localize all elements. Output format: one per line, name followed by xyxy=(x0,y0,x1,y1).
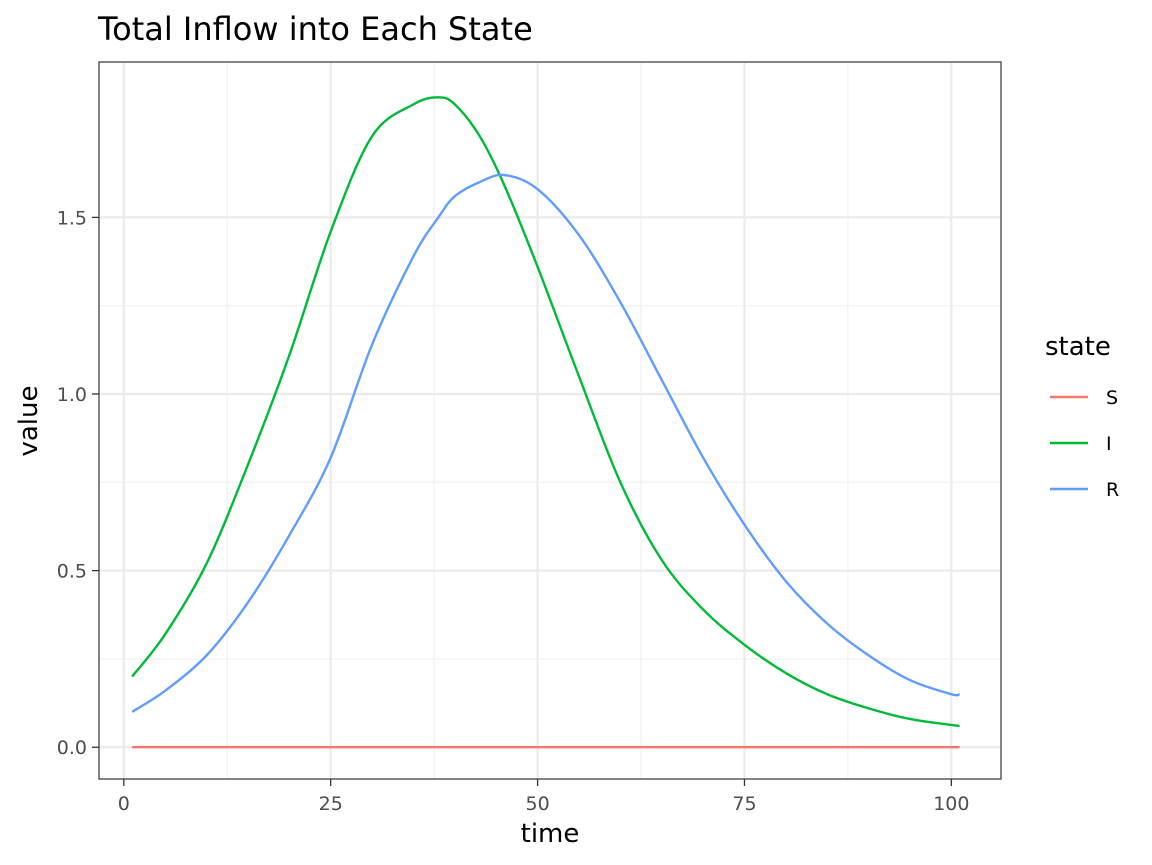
legend-label-I: I xyxy=(1106,433,1112,455)
x-tick-label: 0 xyxy=(118,793,130,815)
grid-minor xyxy=(99,62,1001,779)
x-axis: 0 25 50 75 100 xyxy=(118,779,969,815)
x-tick-label: 75 xyxy=(732,793,756,815)
chart-title: Total Inflow into Each State xyxy=(97,10,533,48)
y-tick-label: 0.5 xyxy=(57,561,87,583)
y-axis-title: value xyxy=(14,385,44,456)
x-tick-label: 25 xyxy=(319,793,343,815)
series-line-R xyxy=(131,173,960,713)
x-axis-title: time xyxy=(521,819,580,849)
y-tick-label: 1.0 xyxy=(57,384,87,406)
plot-panel xyxy=(99,62,1001,779)
series-group xyxy=(131,96,960,749)
legend-title: state xyxy=(1045,332,1111,362)
legend: state S I R xyxy=(1045,332,1119,501)
x-tick-label: 100 xyxy=(933,793,969,815)
y-axis: 0.0 0.5 1.0 1.5 xyxy=(57,207,99,759)
panel-border xyxy=(98,61,1002,780)
series-line-I xyxy=(131,96,960,728)
y-tick-label: 1.5 xyxy=(57,207,87,229)
x-tick-label: 50 xyxy=(525,793,549,815)
legend-label-R: R xyxy=(1106,479,1119,501)
legend-label-S: S xyxy=(1106,387,1118,409)
y-tick-label: 0.0 xyxy=(57,737,87,759)
